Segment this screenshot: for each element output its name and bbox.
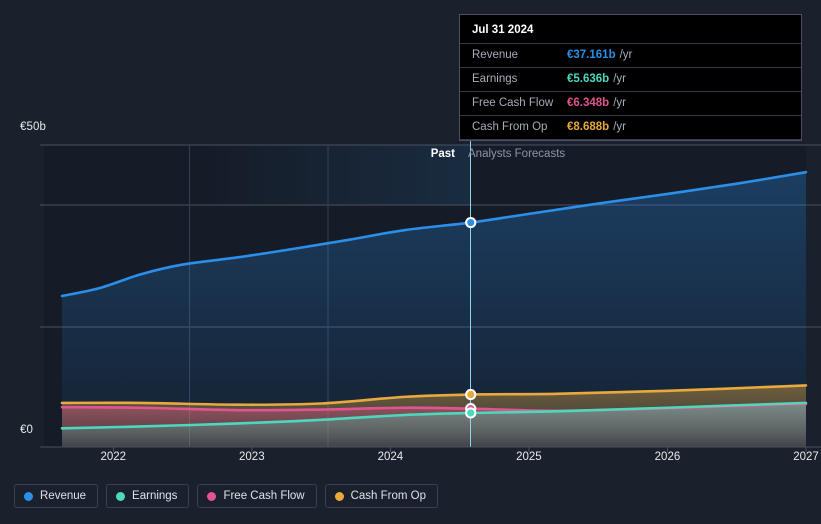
marker-cash-from-op [467,390,475,399]
legend-item-cash-from-op[interactable]: Cash From Op [324,484,439,508]
legend-color-dot-icon [24,491,33,501]
tooltip-rows: Revenue €37.161b/yr Earnings €5.636b/yr Free… [460,43,801,140]
y-axis-label-top: €50b [20,121,46,133]
legend-color-dot-icon [334,491,344,501]
line-cash-from-op [60,384,808,407]
tooltip-row-label: Revenue [472,49,519,61]
legend-item-label: Revenue [40,490,87,502]
x-axis-tick-2027: 2027 [793,451,819,463]
x-axis-tick-2025: 2025 [516,451,542,463]
tooltip-row-value: €6.348b [567,97,610,109]
marker-revenue [467,218,475,227]
tooltip-row-unit: /yr [619,49,633,61]
tooltip-row-label: Earnings [472,73,518,85]
tooltip-row-value: €5.636b [567,73,610,85]
chart-legend[interactable]: Revenue Earnings Free Cash Flow Cash From O… [14,484,439,508]
area-earnings [62,402,806,447]
legend-item-label: Cash From Op [350,490,427,502]
x-axis-tick-2026: 2026 [654,451,681,463]
legend-color-dot-icon [116,491,126,501]
tooltip-row-unit: /yr [613,97,626,109]
tooltip-row-value: €37.161b [567,49,616,61]
x-axis-tick-2022: 2022 [100,451,127,463]
x-axis-tick-2024: 2024 [377,451,404,463]
tooltip-row: Earnings €5.636b/yr [460,67,801,91]
forecast-segment-label: Analysts Forecasts [468,148,566,160]
tooltip-row-value: €8.688b [567,121,610,133]
area-revenue [62,172,806,447]
marker-earnings [467,409,475,417]
legend-item-earnings[interactable]: Earnings [106,484,190,508]
legend-item-label: Free Cash Flow [223,490,305,502]
legend-item-label: Earnings [132,490,178,502]
tooltip-row: Cash From Op €8.688b/yr [460,115,801,140]
y-axis-label-bottom: €0 [20,424,33,436]
x-axis-tick-2023: 2023 [239,451,265,463]
legend-item-revenue[interactable]: Revenue [14,484,99,508]
chart-plot-area[interactable] [0,0,821,470]
past-segment-label: Past [430,148,455,160]
tooltip-row-unit: /yr [613,73,626,85]
tooltip-row-label: Cash From Op [472,121,548,133]
tooltip-row: Revenue €37.161b/yr [460,43,801,67]
tooltip-row-label: Free Cash Flow [472,97,554,109]
tooltip-row: Free Cash Flow €6.348b/yr [460,91,801,115]
line-revenue [60,170,808,298]
tooltip-row-unit: /yr [613,121,626,133]
legend-color-dot-icon [207,491,217,501]
tooltip-date: Jul 31 2024 [472,24,534,36]
line-earnings [60,401,808,430]
chart-canvas [40,140,821,452]
legend-item-free-cash-flow[interactable]: Free Cash Flow [197,484,317,508]
chart-tooltip: Jul 31 2024 Revenue €37.161b/yr Earnings €5… [459,14,802,141]
